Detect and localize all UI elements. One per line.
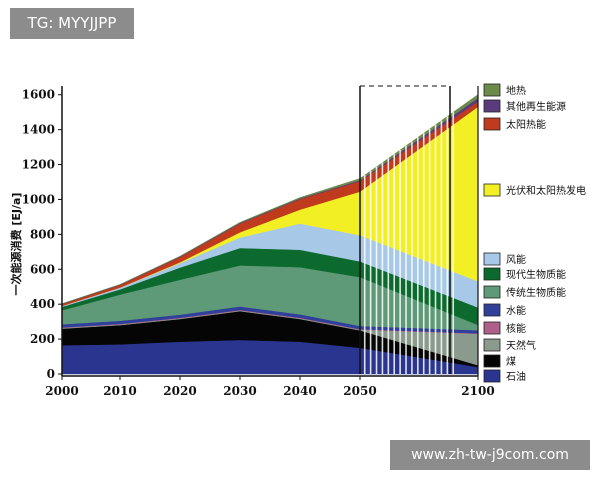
- legend-swatch: [483, 99, 501, 113]
- legend-swatch: [483, 117, 501, 131]
- x-tick-label: 2050: [343, 384, 376, 398]
- y-tick-label: 800: [30, 227, 55, 241]
- y-tick-label: 600: [30, 262, 55, 276]
- legend-swatch: [483, 252, 501, 266]
- x-tick-label: 2010: [103, 384, 136, 398]
- y-tick-label: 1600: [22, 88, 55, 102]
- legend-swatch: [483, 321, 501, 335]
- x-tick-label: 2020: [163, 384, 196, 398]
- x-tick-label: 2030: [223, 384, 256, 398]
- y-tick-label: 400: [30, 297, 55, 311]
- legend-label: 风能: [506, 253, 526, 266]
- y-tick-label: 0: [47, 367, 55, 381]
- y-tick-label: 1000: [22, 192, 55, 206]
- legend-label: 水能: [506, 304, 526, 317]
- legend-label: 光伏和太阳热发电: [506, 184, 586, 197]
- y-tick-label: 200: [30, 332, 55, 346]
- watermark-top: TG: MYYJJPP: [10, 8, 134, 39]
- y-axis-label: 一次能源消费 [EJ/a]: [9, 193, 23, 296]
- legend-swatch: [483, 338, 501, 352]
- y-tick-label: 1400: [22, 123, 55, 137]
- legend-label: 石油: [506, 370, 526, 383]
- watermark-bottom: www.zh-tw-j9com.com: [390, 440, 590, 470]
- legend-label: 地热: [506, 84, 526, 97]
- x-tick-label: 2000: [45, 384, 78, 398]
- legend-swatch: [483, 183, 501, 197]
- legend-label: 其他再生能源: [506, 100, 566, 113]
- legend-label: 现代生物质能: [506, 268, 566, 281]
- legend-label: 核能: [506, 322, 526, 335]
- legend-swatch: [483, 285, 501, 299]
- legend-label: 太阳热能: [506, 118, 546, 131]
- legend-swatch: [483, 369, 501, 383]
- y-tick-label: 1200: [22, 158, 55, 172]
- legend-swatch: [483, 267, 501, 281]
- legend-label: 天然气: [506, 339, 536, 352]
- x-tick-label: 2100: [461, 384, 494, 398]
- x-tick-label: 2040: [283, 384, 316, 398]
- legend-swatch: [483, 83, 501, 97]
- legend-swatch: [483, 354, 501, 368]
- legend-label: 煤: [506, 355, 516, 368]
- legend-label: 传统生物质能: [506, 286, 566, 299]
- legend-swatch: [483, 303, 501, 317]
- area-series-11: [62, 94, 478, 305]
